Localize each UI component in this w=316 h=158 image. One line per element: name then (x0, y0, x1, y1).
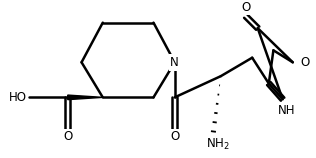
Text: O: O (63, 130, 72, 143)
Text: N: N (170, 56, 179, 69)
Text: O: O (241, 1, 250, 14)
Text: HO: HO (9, 91, 27, 104)
Text: O: O (300, 56, 309, 69)
Text: NH$_2$: NH$_2$ (206, 137, 229, 152)
Text: NH: NH (278, 104, 295, 117)
Text: O: O (170, 130, 179, 143)
Polygon shape (68, 95, 103, 100)
